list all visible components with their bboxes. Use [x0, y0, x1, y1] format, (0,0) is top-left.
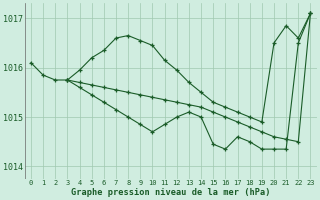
X-axis label: Graphe pression niveau de la mer (hPa): Graphe pression niveau de la mer (hPa) [71, 188, 270, 197]
